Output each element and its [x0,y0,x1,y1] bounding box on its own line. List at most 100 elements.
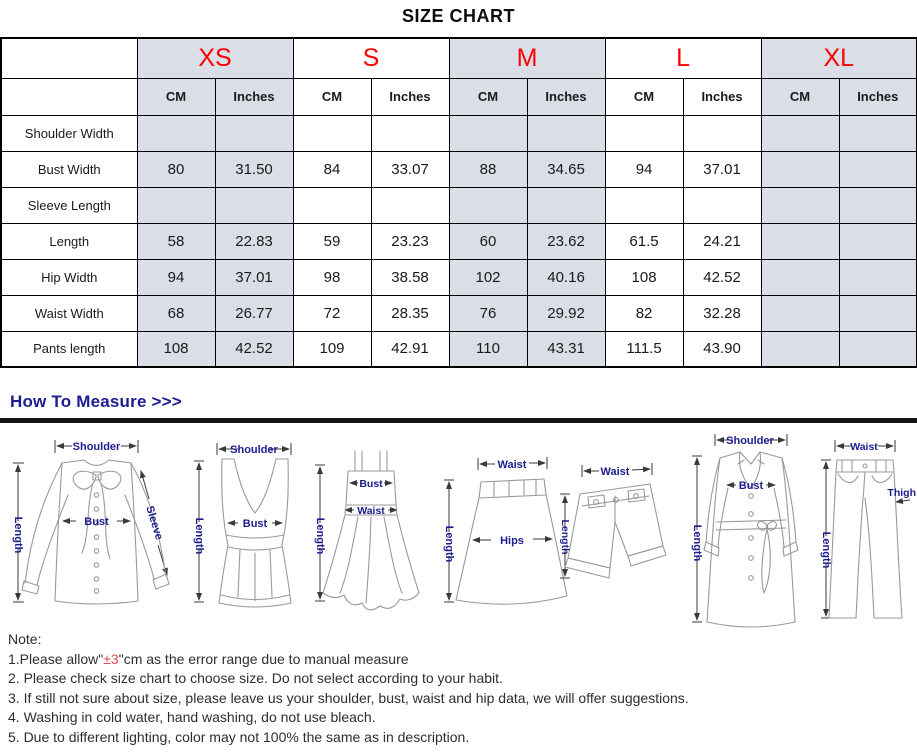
cell [838,150,917,188]
cell: 58 [136,222,216,260]
cell: 108 [136,330,216,368]
tank-outline [218,458,292,608]
cell [448,186,528,224]
unit-l-inches: Inches [682,77,762,116]
skirt-outline [455,478,568,605]
cell [838,258,917,296]
measurement-figures: Shoulder Bust Length Sleeve Shoulder Bus… [0,428,917,628]
cell: 110 [448,330,528,368]
cell: 84 [292,150,372,188]
dress-outline [322,450,420,611]
shorts-length-label: Length [559,520,571,555]
cell [370,114,450,152]
row-label: Bust Width [0,150,138,188]
corner-cell-2 [0,77,138,116]
cell: 31.50 [214,150,294,188]
unit-xs-cm: CM [136,77,216,116]
tank-bust-label: Bust [243,518,268,530]
table-row-shoulder-width: Shoulder Width [0,114,917,152]
size-table: XS S M L XL CM Inches CM Inches CM Inche… [0,37,917,368]
blouse-length-label: Length [12,517,24,554]
corner-cell [0,37,138,79]
cell [370,186,450,224]
cell: 76 [448,294,528,332]
note-line-2: 2. Please check size chart to choose siz… [8,670,503,686]
note-line-1-tolerance: ±3 [103,650,119,667]
size-header-xl: XL [760,37,917,79]
figure-blouse: Shoulder Bust Length Sleeve [12,440,170,605]
unit-l-cm: CM [604,77,684,116]
pants-thigh-label: Thigh [887,487,916,499]
unit-header-row: CM Inches CM Inches CM Inches CM Inches … [0,77,917,116]
size-header-s: S [292,37,450,79]
cell: 82 [604,294,684,332]
coat-length-label: Length [691,525,703,562]
cell: 108 [604,258,684,296]
size-header-l: L [604,37,762,79]
row-label: Hip Width [0,258,138,296]
cell: 28.35 [370,294,450,332]
cell: 111.5 [604,330,684,368]
notes-section: Note: 1.Please allow"±3"cm as the error … [8,630,689,747]
pants-waist-label: Waist [850,441,878,453]
size-header-xs: XS [136,37,294,79]
cell: 42.52 [682,258,762,296]
cell [838,114,917,152]
cell [214,114,294,152]
cell [604,186,684,224]
cell: 94 [604,150,684,188]
cell [838,294,917,332]
row-label: Length [0,222,138,260]
cell [838,186,917,224]
cell: 22.83 [214,222,294,260]
row-label: Sleeve Length [0,186,138,224]
cell [760,186,840,224]
dress-waist-label: Waist [357,505,385,517]
table-row-hip-width: Hip Width 94 37.01 98 38.58 102 40.16 10… [0,258,917,296]
pants-dims [821,440,911,619]
cell [526,186,606,224]
cell [136,186,216,224]
cell [682,186,762,224]
dress-length-label: Length [314,518,326,555]
note-line-1-post: "cm as the error range due to manual mea… [118,650,409,667]
table-row-waist-width: Waist Width 68 26.77 72 28.35 76 29.92 8… [0,294,917,332]
cell [604,114,684,152]
cell: 33.07 [370,150,450,188]
shorts-waist-label: Waist [601,466,630,478]
blouse-shoulder-label: Shoulder [73,441,121,453]
size-header-m: M [448,37,606,79]
divider-line [0,418,917,423]
skirt-hips-label: Hips [500,535,524,547]
cell: 94 [136,258,216,296]
cell [760,330,840,368]
note-line-5: 5. Due to different lighting, color may … [8,728,470,745]
cell [292,186,372,224]
cell: 32.28 [682,294,762,332]
note-heading: Note: [8,631,42,647]
unit-m-cm: CM [448,77,528,116]
page-title: SIZE CHART [402,6,515,26]
pants-length-label: Length [820,532,832,569]
row-label: Pants length [0,330,138,368]
size-header-row: XS S M L XL [0,37,917,79]
unit-m-inches: Inches [526,77,606,116]
cell: 88 [448,150,528,188]
coat-bust-label: Bust [739,480,764,492]
cell: 60 [448,222,528,260]
figure-dress: Bust Waist Length [314,450,420,611]
cell: 109 [292,330,372,368]
cell: 24.21 [682,222,762,260]
cell: 23.23 [370,222,450,260]
table-row-pants-length: Pants length 108 42.52 109 42.91 110 43.… [0,330,917,368]
skirt-dims [444,457,553,603]
row-label: Shoulder Width [0,114,138,152]
cell: 68 [136,294,216,332]
cell [136,114,216,152]
unit-xs-inches: Inches [214,77,294,116]
table-row-bust-width: Bust Width 80 31.50 84 33.07 88 34.65 94… [0,150,917,188]
coat-outline [703,451,799,628]
cell [526,114,606,152]
cell: 98 [292,258,372,296]
cell [760,294,840,332]
